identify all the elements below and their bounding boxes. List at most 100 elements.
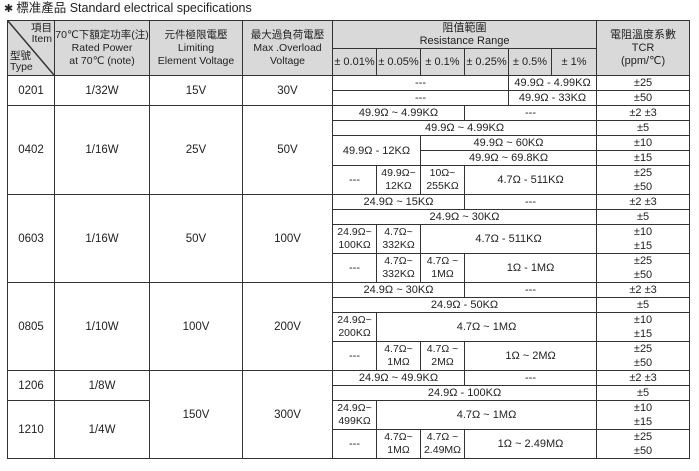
type-cell: 0805 <box>7 282 55 371</box>
resistance-range-cell: 1Ω ~ 2.49MΩ <box>463 429 598 459</box>
limiting-voltage-header: 元件極限電壓 Limiting Element Voltage <box>149 20 243 76</box>
table-row: --- 49.9Ω~ 12KΩ 10Ω~ 255KΩ 4.7Ω - 511KΩ ±25 … <box>8 165 691 195</box>
rated-power-cell: 1/16W <box>54 194 150 283</box>
tolerance-0.05: ± 0.05% <box>376 48 421 76</box>
table-row: 49.9Ω ~ 4.99KΩ ±5 <box>8 120 691 136</box>
type-cell: 1206 <box>7 370 55 401</box>
asterisk-icon: ✱ <box>4 3 14 15</box>
resistance-range-cell: 4.7Ω ~ 1MΩ <box>375 400 598 430</box>
resistance-range-cell: 4.7Ω~ 332KΩ <box>376 224 421 254</box>
tolerance-0.5: ± 0.5% <box>508 48 552 76</box>
resistance-range-cell: 49.9Ω~ 12KΩ <box>376 165 421 195</box>
resistance-range-cell: 24.9Ω~ 499KΩ <box>332 400 377 430</box>
item-en: Item <box>31 33 52 45</box>
limiting-voltage-cell: 25V <box>149 105 243 195</box>
type-zh: 型號 <box>10 50 31 62</box>
tcr-cell: ±5 <box>596 120 691 136</box>
overload-voltage-cell: 300V <box>242 370 333 459</box>
resistance-range-cell: --- <box>332 90 509 106</box>
overload-voltage-cell: 100V <box>242 194 333 283</box>
rated-power-header: 70℃下額定功率(注) Rated Power at 70℃ (note) <box>54 20 150 76</box>
resistance-range-cell: --- <box>463 105 598 121</box>
rated-power-cell: 1/10W <box>54 282 150 371</box>
resistance-range-cell: 4.7Ω ~ 2MΩ <box>420 341 465 371</box>
tolerance-1: ± 1% <box>550 48 598 76</box>
resistance-range-cell: 10Ω~ 255KΩ <box>420 165 465 195</box>
resistance-range-cell: 24.9Ω - 50KΩ <box>331 297 598 313</box>
rated-power-cell: 1/4W <box>54 400 150 459</box>
limiting-voltage-cell: 15V <box>149 75 243 106</box>
tcr-cell: ±25 ±50 <box>596 253 691 283</box>
type-en: Type <box>10 61 33 73</box>
tcr-cell: ±10 ±15 <box>596 224 691 254</box>
tcr-cell: ±5 <box>596 385 691 401</box>
tcr-cell: ±10 ±15 <box>596 312 691 342</box>
resistance-range-cell: 24.9Ω - 100KΩ <box>331 385 598 401</box>
resistance-range-cell: 1Ω - 1MΩ <box>463 253 598 283</box>
resistance-range-cell: --- <box>332 165 377 195</box>
tcr-cell: ±25 ±50 <box>596 341 691 371</box>
spec-table: 項目 Item 型號 Type 70℃下額定功率(注) Rated Power at… <box>7 20 691 459</box>
tcr-cell: ±25 ±50 <box>596 429 691 459</box>
type-cell: 1210 <box>7 400 55 459</box>
item-type-header: 項目 Item 型號 Type <box>7 20 55 76</box>
resistance-range-cell: --- <box>332 429 377 459</box>
rated-power-cell: 1/8W <box>54 370 150 401</box>
tcr-cell: ±5 <box>596 209 691 225</box>
resistance-range-cell: 4.7Ω ~ 2.49MΩ <box>420 429 465 459</box>
title-zh: 標准產品 <box>16 1 67 15</box>
resistance-range-cell: 4.7Ω~ 1MΩ <box>376 429 421 459</box>
resistance-range-cell: --- <box>463 194 598 210</box>
table-row: --- 4.7Ω~ 1MΩ 4.7Ω ~ 2MΩ 1Ω ~ 2MΩ ±25 ±50 <box>8 341 691 371</box>
resistance-range-cell: --- <box>463 282 598 298</box>
resistance-range-cell: 24.9Ω ~ 30KΩ <box>331 209 598 225</box>
table-row: 24.9Ω~ 200KΩ 4.7Ω ~ 1MΩ ±10 ±15 <box>8 312 691 342</box>
resistance-range-cell: 49.9Ω - 33KΩ <box>507 90 598 106</box>
spec-table-body: 0201 1/32W 15V 30V --- 49.9Ω - 4.99KΩ ±25 --- 49… <box>7 75 691 459</box>
overload-voltage-header: 最大過負荷電壓 Max .Overload Voltage <box>242 20 333 76</box>
overload-voltage-cell: 200V <box>242 282 333 371</box>
resistance-range-cell: 4.7Ω - 511KΩ <box>463 165 598 195</box>
tcr-cell: ±10 ±15 <box>596 400 691 430</box>
tcr-cell: ±2 ±3 <box>596 105 691 121</box>
limiting-voltage-cell: 100V <box>149 282 243 371</box>
table-row: 24.9Ω~ 100KΩ 4.7Ω~ 332KΩ 4.7Ω - 511KΩ ±10 ±… <box>8 224 691 254</box>
limiting-voltage-cell: 150V <box>149 370 243 459</box>
resistance-range-cell: 49.9Ω ~ 4.99KΩ <box>332 105 465 121</box>
tcr-cell: ±25 <box>596 75 691 91</box>
table-row: 0805 1/10W 100V 200V 24.9Ω ~ 30KΩ --- ±2 ±3 <box>7 282 691 371</box>
resistance-range-cell: --- <box>332 75 509 91</box>
tolerance-0.25: ± 0.25% <box>464 48 509 76</box>
tcr-header: 電阻溫度系數 TCR (ppm/℃) <box>596 20 691 76</box>
resistance-range-cell: 24.9Ω ~ 15KΩ <box>332 194 465 210</box>
resistance-range-cell: 49.9Ω - 12KΩ <box>332 135 421 166</box>
resistance-range-cell: --- <box>332 341 377 371</box>
section-title: ✱ 標准產品 Standard electrical specifications <box>4 0 252 17</box>
resistance-range-cell: 1Ω ~ 2MΩ <box>463 341 598 371</box>
resistance-range-cell: 49.9Ω - 4.99KΩ <box>507 75 598 91</box>
type-cell: 0201 <box>7 75 55 106</box>
tcr-cell: ±25 ±50 <box>596 165 691 195</box>
table-row: 0603 1/16W 50V 100V 24.9Ω ~ 15KΩ --- ±2 ±3 <box>7 194 691 283</box>
title-en: Standard electrical specifications <box>69 1 252 15</box>
table-row: --- 4.7Ω~ 332KΩ 4.7Ω ~ 1MΩ 1Ω - 1MΩ ±25 ±50 <box>8 253 691 283</box>
resistance-range-cell: 4.7Ω~ 332KΩ <box>376 253 421 283</box>
diagonal-line <box>8 21 54 75</box>
type-cell: 0402 <box>7 105 55 195</box>
resistance-range-header: 阻值範圍 Resistance Range <box>331 20 598 49</box>
resistance-range-cell: 24.9Ω~ 200KΩ <box>332 312 377 342</box>
resistance-range-cell: 4.7Ω ~ 1MΩ <box>420 253 465 283</box>
item-zh: 項目 <box>31 22 52 34</box>
tolerance-0.01: ± 0.01% <box>332 48 377 76</box>
table-row: 24.9Ω - 100KΩ ±5 <box>8 385 691 401</box>
resistance-range-cell: 49.9Ω ~ 60KΩ <box>419 135 598 151</box>
table-row: 0201 1/32W 15V 30V --- 49.9Ω - 4.99KΩ ±25 <box>7 75 691 106</box>
tcr-cell: ±15 <box>596 150 691 166</box>
resistance-range-cell: 49.9Ω ~ 4.99KΩ <box>331 120 598 136</box>
resistance-range-cell: 49.9Ω ~ 69.8KΩ <box>419 150 598 166</box>
resistance-range-cell: --- <box>332 253 377 283</box>
tcr-cell: ±2 ±3 <box>596 194 691 210</box>
limiting-voltage-cell: 50V <box>149 194 243 283</box>
table-row: 49.9Ω - 12KΩ 49.9Ω ~ 60KΩ ±10 <box>8 135 691 166</box>
rated-power-cell: 1/16W <box>54 105 150 195</box>
